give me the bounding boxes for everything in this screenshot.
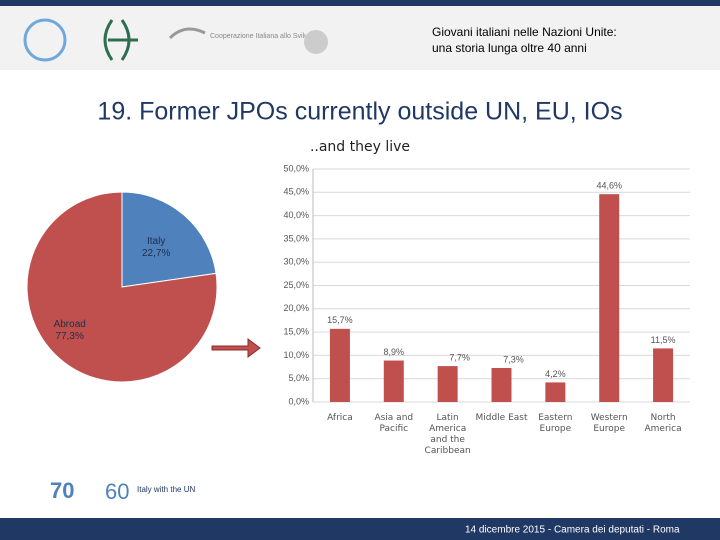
x-tick-label: Africa	[327, 413, 353, 423]
y-tick-label: 50,0%	[283, 163, 309, 173]
slice-label: Abroad	[54, 319, 86, 330]
slide-title: 19. Former JPOs currently outside UN, EU…	[97, 98, 622, 126]
header-band	[0, 6, 720, 70]
value-label: 44,6%	[596, 181, 622, 191]
bar	[383, 360, 404, 402]
slice-label: Italy	[147, 236, 165, 247]
value-label: 11,5%	[651, 335, 676, 345]
bar	[329, 328, 350, 402]
dove-logo	[168, 27, 206, 40]
y-tick-label: 45,0%	[283, 187, 309, 197]
x-tick-label: Asia and Pacific	[374, 413, 414, 434]
footer-band	[0, 518, 720, 540]
arrow	[211, 338, 261, 358]
value-label: 7,7%	[449, 352, 470, 362]
slice-value: 77,3%	[56, 331, 84, 342]
header-line: Giovani italiani nelle Nazioni Unite:	[432, 25, 617, 39]
logo	[103, 19, 138, 61]
pie-slice	[121, 191, 217, 288]
x-tick-label: Latin America and the Caribbean	[424, 413, 471, 456]
footer-text: 14 dicembre 2015 - Camera dei deputati -…	[465, 525, 680, 536]
value-label: 4,2%	[545, 369, 566, 379]
x-tick-label: North America	[644, 413, 682, 434]
un-logo	[23, 18, 67, 62]
bar	[653, 348, 674, 402]
emblem	[304, 30, 328, 54]
y-tick-label: 10,0%	[283, 350, 309, 360]
value-label: 15,7%	[327, 315, 353, 325]
y-tick-label: 5,0%	[288, 373, 309, 383]
logo-text: Cooperazione Italiana allo Sviluppo	[210, 33, 320, 40]
y-tick-label: 0,0%	[288, 396, 309, 406]
x-tick-label: Eastern Europe	[538, 413, 573, 434]
bar	[599, 194, 620, 402]
top-strip	[0, 0, 720, 6]
chart-subtitle: ..and they live	[310, 139, 410, 155]
bar	[491, 367, 512, 402]
y-tick-label: 25,0%	[283, 280, 309, 290]
y-tick-label: 35,0%	[283, 233, 309, 243]
y-tick-label: 30,0%	[283, 257, 309, 267]
pie-slice	[26, 191, 218, 383]
logo-70: 70	[50, 478, 74, 503]
logo-number: 60	[105, 479, 129, 504]
y-tick-label: 40,0%	[283, 210, 309, 220]
bar	[545, 382, 566, 402]
y-tick-label: 15,0%	[283, 326, 309, 336]
bar	[437, 366, 458, 402]
x-tick-label: Middle East	[475, 413, 528, 423]
x-tick-label: Western Europe	[590, 413, 628, 434]
logo-text: Italy with the UN	[137, 485, 195, 494]
value-label: 8,9%	[384, 347, 405, 357]
value-label: 7,3%	[503, 354, 524, 364]
header-line: una storia lunga oltre 40 anni	[432, 41, 587, 55]
y-tick-label: 20,0%	[283, 303, 309, 313]
slice-value: 22,7%	[142, 248, 170, 259]
